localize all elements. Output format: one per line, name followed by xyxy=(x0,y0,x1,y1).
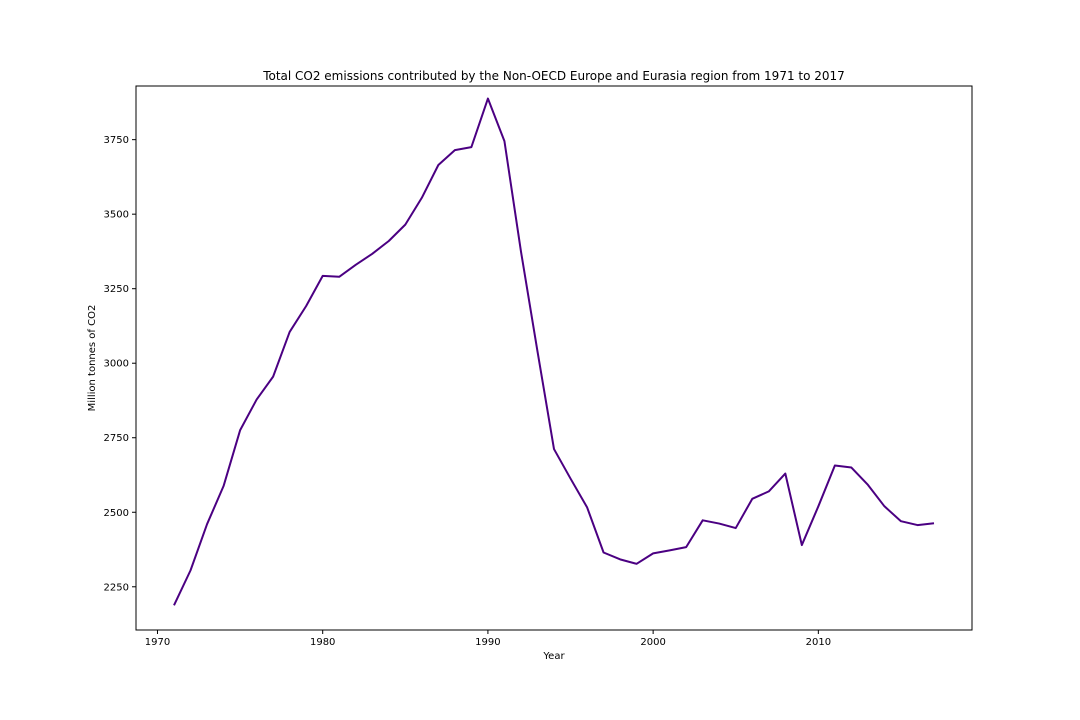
x-tick-label: 1980 xyxy=(310,637,335,648)
y-tick-label: 2500 xyxy=(104,508,129,519)
y-tick-label: 3250 xyxy=(104,284,129,295)
y-axis: 2250 2500 2750 3000 3250 3500 3750 xyxy=(104,135,136,593)
y-tick-label: 2250 xyxy=(104,582,129,593)
plot-frame xyxy=(135,85,973,631)
x-tick-label: 2010 xyxy=(806,637,831,648)
y-tick-label: 2750 xyxy=(104,433,129,444)
x-tick-label: 1990 xyxy=(475,637,500,648)
chart-title: Total CO2 emissions contributed by the N… xyxy=(262,69,845,83)
y-tick-label: 3500 xyxy=(104,210,129,221)
x-axis: 1970 1980 1990 2000 2010 xyxy=(145,630,831,648)
y-tick-label: 3750 xyxy=(104,135,129,146)
x-tick-label: 1970 xyxy=(145,637,170,648)
y-axis-label: Million tonnes of CO2 xyxy=(87,305,98,412)
y-tick-label: 3000 xyxy=(104,359,129,370)
series-line xyxy=(173,97,935,606)
plot-area xyxy=(135,85,973,631)
x-axis-label: Year xyxy=(542,651,565,662)
x-tick-label: 2000 xyxy=(640,637,665,648)
